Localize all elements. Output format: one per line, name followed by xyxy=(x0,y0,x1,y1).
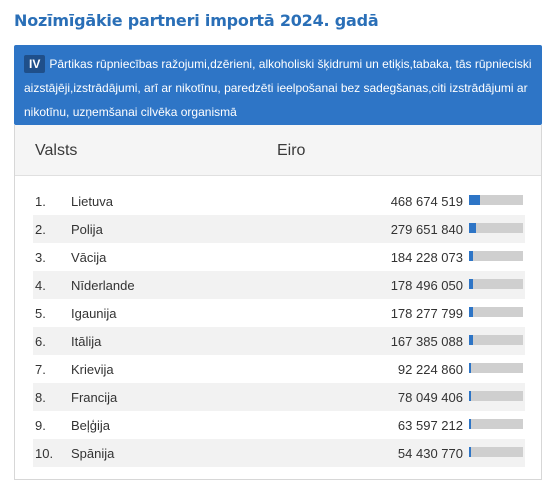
row-rank: 7. xyxy=(35,362,46,377)
row-value: 178 277 799 xyxy=(390,306,463,321)
row-country: Francija xyxy=(71,390,118,405)
share-bar-track xyxy=(469,391,523,401)
table-row: 7. Krievija 92 224 860 xyxy=(33,355,525,383)
row-country: Vācija xyxy=(71,250,107,265)
share-bar-fill xyxy=(469,363,471,373)
table-body: 1. Lietuva 468 674 519 2. Polija 279 651 840 3… xyxy=(33,187,525,467)
row-rank: 4. xyxy=(35,278,46,293)
row-value: 279 651 840 xyxy=(390,222,463,237)
row-country: Lietuva xyxy=(71,194,113,209)
share-bar-track xyxy=(469,251,523,261)
share-bar-fill xyxy=(469,391,471,401)
row-country: Nīderlande xyxy=(71,278,135,293)
row-value: 63 597 212 xyxy=(397,418,463,433)
table-row: 1. Lietuva 468 674 519 xyxy=(33,187,525,215)
table-row: 6. Itālija 167 385 088 xyxy=(33,327,525,355)
row-rank: 10. xyxy=(35,446,54,461)
row-rank: 5. xyxy=(35,306,46,321)
row-country: Krievija xyxy=(71,362,114,377)
share-bar-track xyxy=(469,447,523,457)
category-description: Pārtikas rūpniecības ražojumi,dzērieni, … xyxy=(24,57,532,119)
row-rank: 6. xyxy=(35,334,46,349)
table-row: 2. Polija 279 651 840 xyxy=(33,215,525,243)
category-banner: IV Pārtikas rūpniecības ražojumi,dzērieni… xyxy=(14,45,542,125)
row-country: Igaunija xyxy=(71,306,117,321)
row-country: Itālija xyxy=(71,334,102,349)
share-bar-track xyxy=(469,195,523,205)
row-rank: 3. xyxy=(35,250,46,265)
row-value: 178 496 050 xyxy=(390,278,463,293)
table-row: 5. Igaunija 178 277 799 xyxy=(33,299,525,327)
row-rank: 2. xyxy=(35,222,46,237)
share-bar-fill xyxy=(469,195,480,205)
table-row: 9. Beļģija 63 597 212 xyxy=(33,411,525,439)
header-value: Eiro xyxy=(277,142,306,159)
share-bar-track xyxy=(469,363,523,373)
share-bar-track xyxy=(469,223,523,233)
row-value: 92 224 860 xyxy=(397,362,463,377)
category-badge: IV xyxy=(24,55,46,73)
row-value: 167 385 088 xyxy=(390,334,463,349)
share-bar-track xyxy=(469,307,523,317)
share-bar-track xyxy=(469,419,523,429)
row-rank: 9. xyxy=(35,418,46,433)
table-row: 8. Francija 78 049 406 xyxy=(33,383,525,411)
share-bar-track xyxy=(469,335,523,345)
row-value: 54 430 770 xyxy=(397,446,463,461)
row-value: 468 674 519 xyxy=(390,194,463,209)
share-bar-fill xyxy=(469,223,476,233)
row-value: 184 228 073 xyxy=(390,250,463,265)
share-bar-fill xyxy=(469,307,473,317)
row-country: Spānija xyxy=(71,446,115,461)
table-row: 10. Spānija 54 430 770 xyxy=(33,439,525,467)
table-row: 3. Vācija 184 228 073 xyxy=(33,243,525,271)
table-header: Valsts Eiro xyxy=(15,125,541,176)
row-country: Beļģija xyxy=(71,418,111,433)
share-bar-fill xyxy=(469,335,473,345)
row-rank: 8. xyxy=(35,390,46,405)
share-bar-fill xyxy=(469,447,471,457)
header-country: Valsts xyxy=(35,142,78,159)
row-value: 78 049 406 xyxy=(397,390,463,405)
row-country: Polija xyxy=(71,222,103,237)
share-bar-track xyxy=(469,279,523,289)
row-rank: 1. xyxy=(35,194,46,209)
share-bar-fill xyxy=(469,251,473,261)
share-bar-fill xyxy=(469,279,473,289)
page-title: Nozīmīgākie partneri importā 2024. gadā xyxy=(14,11,379,30)
share-bar-fill xyxy=(469,419,471,429)
table-row: 4. Nīderlande 178 496 050 xyxy=(33,271,525,299)
partners-table: Valsts Eiro 1. Lietuva 468 674 519 2. Polija… xyxy=(14,125,542,480)
